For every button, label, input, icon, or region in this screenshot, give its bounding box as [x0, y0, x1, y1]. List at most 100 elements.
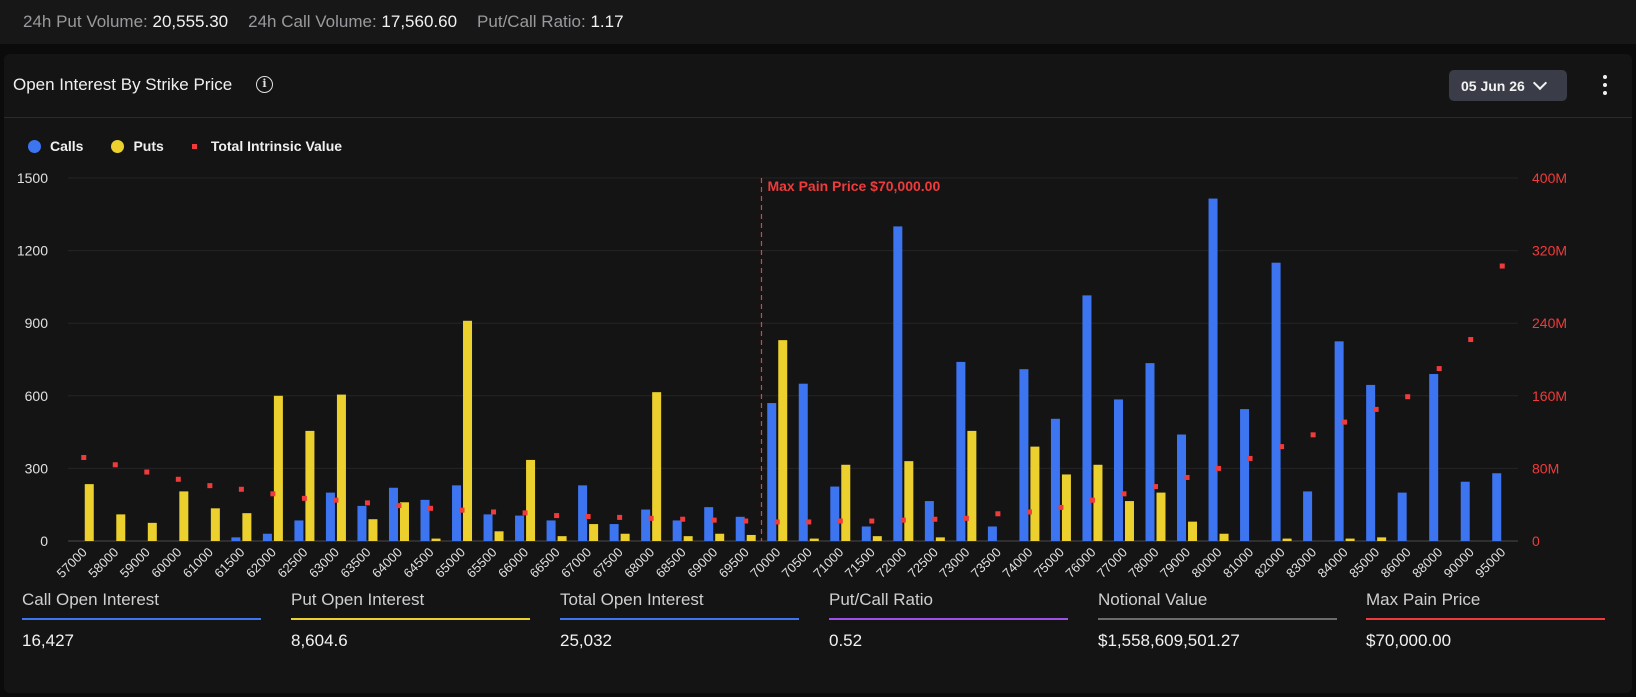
- puts-bar: [1061, 474, 1071, 541]
- summary-value: 0.52: [829, 631, 863, 650]
- summary-total-open-interest: Total Open Interest 25,032: [560, 590, 799, 651]
- puts-bar: [273, 395, 283, 541]
- intrinsic-value-point: [1026, 509, 1032, 515]
- kebab-menu-icon[interactable]: [1598, 72, 1612, 98]
- summary-underline: [291, 618, 530, 620]
- puts-bar: [1030, 446, 1040, 541]
- summary-underline: [1098, 618, 1337, 620]
- intrinsic-value-point: [774, 519, 780, 525]
- expiry-date-select[interactable]: 05 Jun 26: [1449, 70, 1567, 101]
- summary-stats: Call Open Interest 16,427 Put Open Inter…: [22, 590, 1615, 660]
- puts-bar: [1093, 464, 1103, 541]
- calls-bar: [1113, 399, 1123, 541]
- intrinsic-value-point: [175, 476, 181, 482]
- intrinsic-value-point: [81, 455, 87, 461]
- intrinsic-value-point: [428, 505, 433, 511]
- info-icon[interactable]: i: [256, 76, 273, 93]
- y-right-tick-label: 320M: [1532, 243, 1567, 259]
- intrinsic-value-point: [1153, 484, 1158, 490]
- x-tick-label: 65500: [463, 545, 499, 581]
- x-tick-label: 70500: [779, 545, 815, 581]
- puts-bar: [967, 430, 977, 541]
- x-tick-label: 83000: [1283, 545, 1319, 581]
- y-right-tick-label: 240M: [1532, 315, 1567, 331]
- calls-bar: [1177, 434, 1187, 541]
- x-tick-label: 59000: [117, 545, 153, 581]
- put-volume-label: 24h Put Volume:: [23, 12, 148, 31]
- intrinsic-value-point: [648, 515, 654, 521]
- calls-bar: [1271, 262, 1281, 541]
- summary-underline: [829, 618, 1068, 620]
- puts-bar: [589, 524, 599, 541]
- chart-legend: Calls Puts Total Intrinsic Value: [28, 138, 370, 154]
- x-tick-label: 86000: [1378, 545, 1414, 581]
- intrinsic-value-point: [743, 518, 749, 524]
- puts-bar: [1188, 521, 1198, 541]
- y-left-tick-label: 1500: [17, 170, 48, 186]
- intrinsic-value-point: [1184, 474, 1190, 480]
- calls-bar: [1208, 198, 1218, 541]
- calls-bar: [1397, 492, 1407, 541]
- summary-label: Put/Call Ratio: [829, 590, 933, 609]
- x-tick-label: 95000: [1472, 545, 1508, 581]
- intrinsic-value-point: [806, 519, 812, 525]
- calls-bar: [1240, 409, 1250, 541]
- calls-bar: [546, 520, 556, 541]
- legend-item-calls[interactable]: Calls: [28, 138, 83, 154]
- intrinsic-value-point: [837, 518, 843, 524]
- summary-value: 16,427: [22, 631, 74, 650]
- legend-item-intrinsic[interactable]: Total Intrinsic Value: [191, 138, 343, 154]
- puts-bar: [1219, 533, 1229, 541]
- call-volume-label: 24h Call Volume:: [248, 12, 377, 31]
- calls-bar: [672, 520, 682, 541]
- intrinsic-value-point: [1089, 497, 1095, 503]
- panel-header: Open Interest By Strike Price i 05 Jun 2…: [4, 54, 1632, 118]
- intrinsic-value-point: [459, 507, 465, 513]
- summary-label: Max Pain Price: [1366, 590, 1481, 609]
- x-tick-label: 62000: [243, 545, 279, 581]
- puts-bar: [872, 536, 882, 541]
- intrinsic-value-point: [1373, 406, 1379, 412]
- puts-bar: [305, 430, 315, 541]
- puts-bar: [683, 536, 693, 541]
- calls-bar: [1082, 295, 1092, 541]
- calls-bar: [987, 526, 997, 541]
- intrinsic-value-point: [238, 486, 244, 492]
- y-right-tick-label: 0: [1532, 533, 1540, 549]
- legend-intrinsic-label: Total Intrinsic Value: [210, 138, 343, 154]
- calls-bar: [893, 226, 903, 541]
- puts-bar: [841, 464, 851, 541]
- puts-bar: [116, 514, 126, 541]
- x-tick-label: 72500: [905, 545, 941, 581]
- x-tick-label: 58000: [85, 545, 121, 581]
- intrinsic-value-point: [1468, 337, 1474, 343]
- calls-bar: [1145, 363, 1155, 541]
- expiry-date-value: 05 Jun 26: [1461, 77, 1525, 94]
- x-tick-label: 75000: [1031, 545, 1067, 581]
- calls-bar: [231, 537, 241, 541]
- x-tick-label: 62500: [274, 545, 310, 581]
- intrinsic-value-point: [900, 517, 906, 523]
- puts-bar: [1345, 538, 1355, 541]
- intrinsic-value-point: [522, 510, 528, 516]
- intrinsic-value-point: [1058, 504, 1064, 510]
- x-tick-label: 64000: [369, 545, 405, 581]
- legend-item-puts[interactable]: Puts: [111, 138, 164, 154]
- intrinsic-value-point: [301, 495, 307, 501]
- calls-bar: [735, 516, 745, 541]
- x-tick-label: 88000: [1409, 545, 1445, 581]
- puts-bar: [746, 534, 756, 541]
- puts-bar: [210, 508, 220, 541]
- summary-label: Put Open Interest: [291, 590, 425, 609]
- x-tick-label: 65000: [432, 545, 468, 581]
- summary-value: 8,604.6: [291, 631, 348, 650]
- y-left-tick-label: 600: [25, 388, 49, 404]
- legend-puts-label: Puts: [133, 138, 164, 154]
- intrinsic-value-point: [144, 469, 150, 475]
- intrinsic-value-point: [491, 509, 497, 515]
- intrinsic-value-point: [396, 503, 402, 509]
- x-tick-label: 69000: [684, 545, 720, 581]
- x-tick-label: 71000: [810, 545, 846, 581]
- calls-bar: [1019, 369, 1029, 541]
- x-tick-label: 73000: [936, 545, 972, 581]
